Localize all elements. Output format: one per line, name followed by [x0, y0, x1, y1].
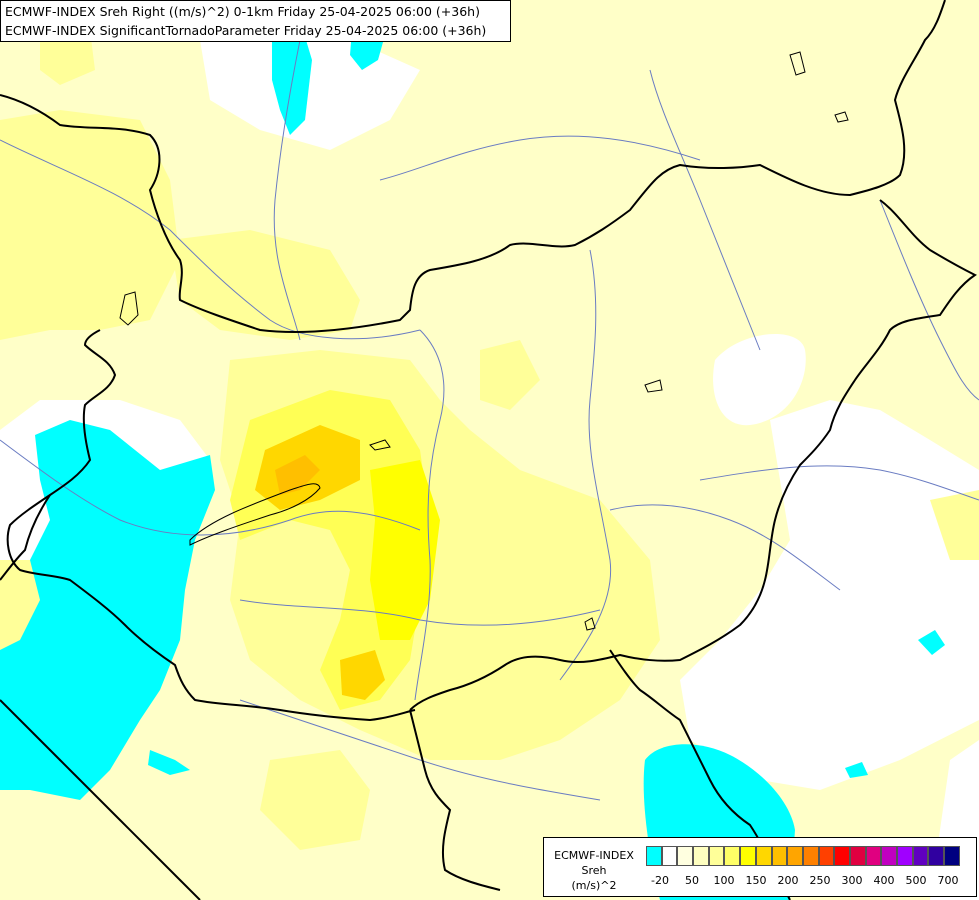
- legend-tick-label: 50: [685, 874, 699, 887]
- legend-label: ECMWF-INDEX Sreh (m/s)^2: [544, 848, 644, 893]
- legend-swatch: [755, 846, 772, 866]
- legend-swatch: [802, 846, 819, 866]
- high-value-areas: [230, 390, 440, 710]
- legend-swatch: [912, 846, 929, 866]
- legend-swatch: [740, 846, 756, 866]
- legend-swatch: [771, 846, 788, 866]
- legend-swatch: [787, 846, 803, 866]
- legend-color-scale: [646, 846, 960, 866]
- legend-swatch: [646, 846, 662, 866]
- legend-tick-label: 400: [873, 874, 895, 887]
- legend-swatch: [724, 846, 741, 866]
- legend-swatch: [944, 846, 960, 866]
- legend-swatch: [661, 846, 678, 866]
- legend-swatch: [708, 846, 725, 866]
- rivers: [0, 39, 979, 801]
- lakes: [119, 51, 849, 631]
- legend-tick-label: 100: [713, 874, 735, 887]
- legend-swatch: [834, 846, 850, 866]
- legend-swatch: [865, 846, 882, 866]
- legend-swatch: [693, 846, 709, 866]
- legend-label-line-2: Sreh: [581, 864, 607, 877]
- legend-label-line-1: ECMWF-INDEX: [554, 849, 634, 862]
- legend-tick-label: -20: [651, 874, 669, 887]
- legend-tick-label: 300: [841, 874, 863, 887]
- map-title-box: ECMWF-INDEX Sreh Right ((m/s)^2) 0-1km F…: [0, 0, 511, 42]
- legend-tick-label: 150: [745, 874, 767, 887]
- legend-tick-labels: -20 50 100 150 200 250 300 400 500 700: [646, 874, 976, 890]
- legend-tick-label: 250: [809, 874, 831, 887]
- title-line-2: ECMWF-INDEX SignificantTornadoParameter …: [5, 23, 487, 38]
- legend-swatch: [677, 846, 694, 866]
- legend-swatch: [897, 846, 913, 866]
- legend-tick-label: 200: [777, 874, 799, 887]
- legend-swatch: [928, 846, 945, 866]
- legend-swatch: [818, 846, 835, 866]
- legend: ECMWF-INDEX Sreh (m/s)^2 -20 50 100 150 200 2…: [543, 837, 977, 897]
- legend-tick-label: 700: [937, 874, 959, 887]
- legend-swatch: [881, 846, 897, 866]
- title-line-1: ECMWF-INDEX Sreh Right ((m/s)^2) 0-1km F…: [5, 4, 480, 19]
- legend-swatch: [849, 846, 866, 866]
- legend-tick-label: 500: [905, 874, 927, 887]
- legend-label-line-3: (m/s)^2: [571, 879, 617, 892]
